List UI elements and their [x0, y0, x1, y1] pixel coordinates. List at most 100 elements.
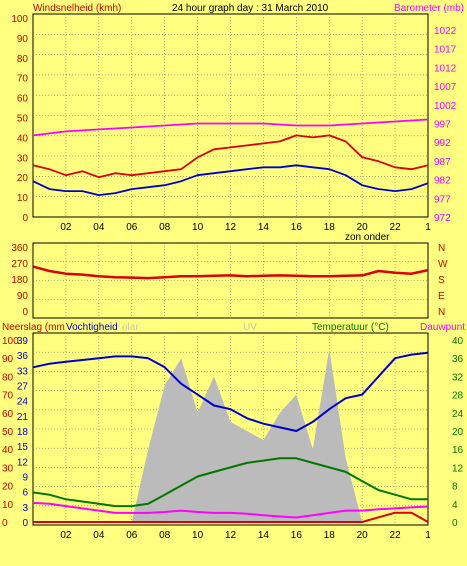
humidity-ytick: 24	[17, 397, 29, 408]
wind-ytick: 50	[17, 114, 29, 125]
rain-ytick: 80	[2, 372, 14, 383]
humidity-ytick: 27	[17, 382, 29, 393]
barometer-ytick: 997	[434, 120, 451, 131]
barometer-label: Barometer (mb)	[394, 3, 464, 14]
rain-ytick: 40	[2, 445, 14, 456]
temperature-ytick: 24	[452, 409, 464, 420]
wind-xtick: 18	[324, 222, 336, 233]
compass-tick: N	[438, 243, 445, 254]
compass-tick: S	[438, 275, 445, 286]
wind-ytick: 70	[17, 74, 29, 85]
dewpoint-label: Dauwpunt	[420, 322, 465, 333]
sunset-annotation: zon onder	[345, 232, 390, 243]
wind-ytick: 0	[22, 213, 28, 224]
compass-tick: N	[438, 307, 445, 318]
barometer-ytick: 1017	[434, 45, 457, 56]
wind-ytick: 10	[17, 193, 29, 204]
temperature-ytick: 36	[452, 354, 464, 365]
rain-xtick: 10	[192, 530, 204, 541]
wind-xtick: 22	[390, 222, 402, 233]
temperature-ytick: 32	[452, 372, 464, 383]
wind-ytick: 20	[17, 173, 29, 184]
barometer-ytick: 977	[434, 194, 451, 205]
chart-title: 24 hour graph day : 31 March 2010	[172, 3, 329, 14]
series-dewpoint	[32, 501, 429, 519]
temperature-ytick: 12	[452, 463, 464, 474]
rain-xtick: 08	[159, 530, 171, 541]
rain-ytick: 0	[2, 518, 8, 529]
series-rain	[33, 511, 429, 523]
rain-xtick: 04	[93, 530, 105, 541]
compass-tick: W	[438, 259, 448, 270]
wind-ytick: 80	[17, 54, 29, 65]
barometer-ytick: 982	[434, 176, 451, 187]
series-pressure	[32, 118, 429, 137]
series-humidity	[32, 351, 429, 432]
wind-xtick: 14	[258, 222, 270, 233]
humidity-ytick: 6	[22, 488, 28, 499]
compass-tick: E	[438, 291, 445, 302]
temperature-ytick: 16	[452, 445, 464, 456]
direction-ytick: 180	[11, 275, 28, 286]
solar-area	[33, 349, 428, 522]
rain-xtick: 14	[258, 530, 270, 541]
direction-grid	[33, 243, 428, 318]
rain-xtick: 20	[357, 530, 369, 541]
wind-ytick: 60	[17, 94, 29, 105]
rain-xtick: 02	[60, 530, 72, 541]
direction-ytick: 0	[22, 307, 28, 318]
series-direction	[32, 265, 429, 280]
direction-ytick: 270	[11, 259, 28, 270]
barometer-ytick: 1002	[434, 101, 457, 112]
wind-ytick: 100	[11, 14, 28, 25]
series-temperature	[32, 457, 428, 508]
humidity-ytick: 39	[17, 336, 29, 347]
humidity-ytick: 12	[17, 457, 29, 468]
wind-xtick: 16	[291, 222, 303, 233]
series-average	[32, 164, 429, 197]
rain-xtick: 1	[425, 530, 431, 541]
wind-ytick: 90	[17, 34, 29, 45]
rain-xtick: 18	[324, 530, 336, 541]
wind-xtick: 08	[159, 222, 171, 233]
rain-label: Neerslag (mm	[2, 322, 65, 333]
wind-xtick: 12	[225, 222, 237, 233]
temperature-ytick: 8	[452, 482, 458, 493]
humidity-ytick: 36	[17, 351, 29, 362]
humidity-ytick: 3	[22, 503, 28, 514]
barometer-ytick: 1007	[434, 82, 457, 93]
barometer-ytick: 992	[434, 138, 451, 149]
tick-labels: 1009080706050403020100102210171012100710…	[2, 14, 464, 541]
wind-ytick: 40	[17, 133, 29, 144]
rain-xtick: 12	[225, 530, 237, 541]
wind-xtick: 20	[357, 222, 369, 233]
temperature-label: Temperatuur (°C)	[312, 322, 389, 333]
wind-speed-label: Windsnelheid (kmh)	[33, 3, 121, 14]
barometer-ytick: 972	[434, 213, 451, 224]
series-lines	[32, 118, 429, 523]
humidity-ytick: 15	[17, 442, 29, 453]
solar-label: olar	[122, 322, 139, 333]
humidity-ytick: 0	[22, 518, 28, 529]
direction-ytick: 90	[17, 291, 29, 302]
humidity-ytick: 33	[17, 366, 29, 377]
rain-xtick: 06	[126, 530, 138, 541]
rain-ytick: 60	[2, 409, 14, 420]
barometer-ytick: 987	[434, 157, 451, 168]
rain-ytick: 90	[2, 354, 14, 365]
wind-xtick: 06	[126, 222, 138, 233]
wind-grid	[33, 14, 428, 217]
temperature-ytick: 0	[452, 518, 458, 529]
uv-label: UV	[243, 322, 257, 333]
series-gust	[32, 134, 429, 179]
rain-xtick: 22	[390, 530, 402, 541]
temperature-ytick: 4	[452, 500, 458, 511]
rain-ytick: 30	[2, 463, 14, 474]
rain-ytick: 70	[2, 391, 14, 402]
rain-ytick: 10	[2, 500, 14, 511]
rain-ytick: 20	[2, 482, 14, 493]
rain-xtick: 16	[291, 530, 303, 541]
temperature-ytick: 28	[452, 391, 464, 402]
humidity-label: Vochtigheid	[66, 322, 118, 333]
